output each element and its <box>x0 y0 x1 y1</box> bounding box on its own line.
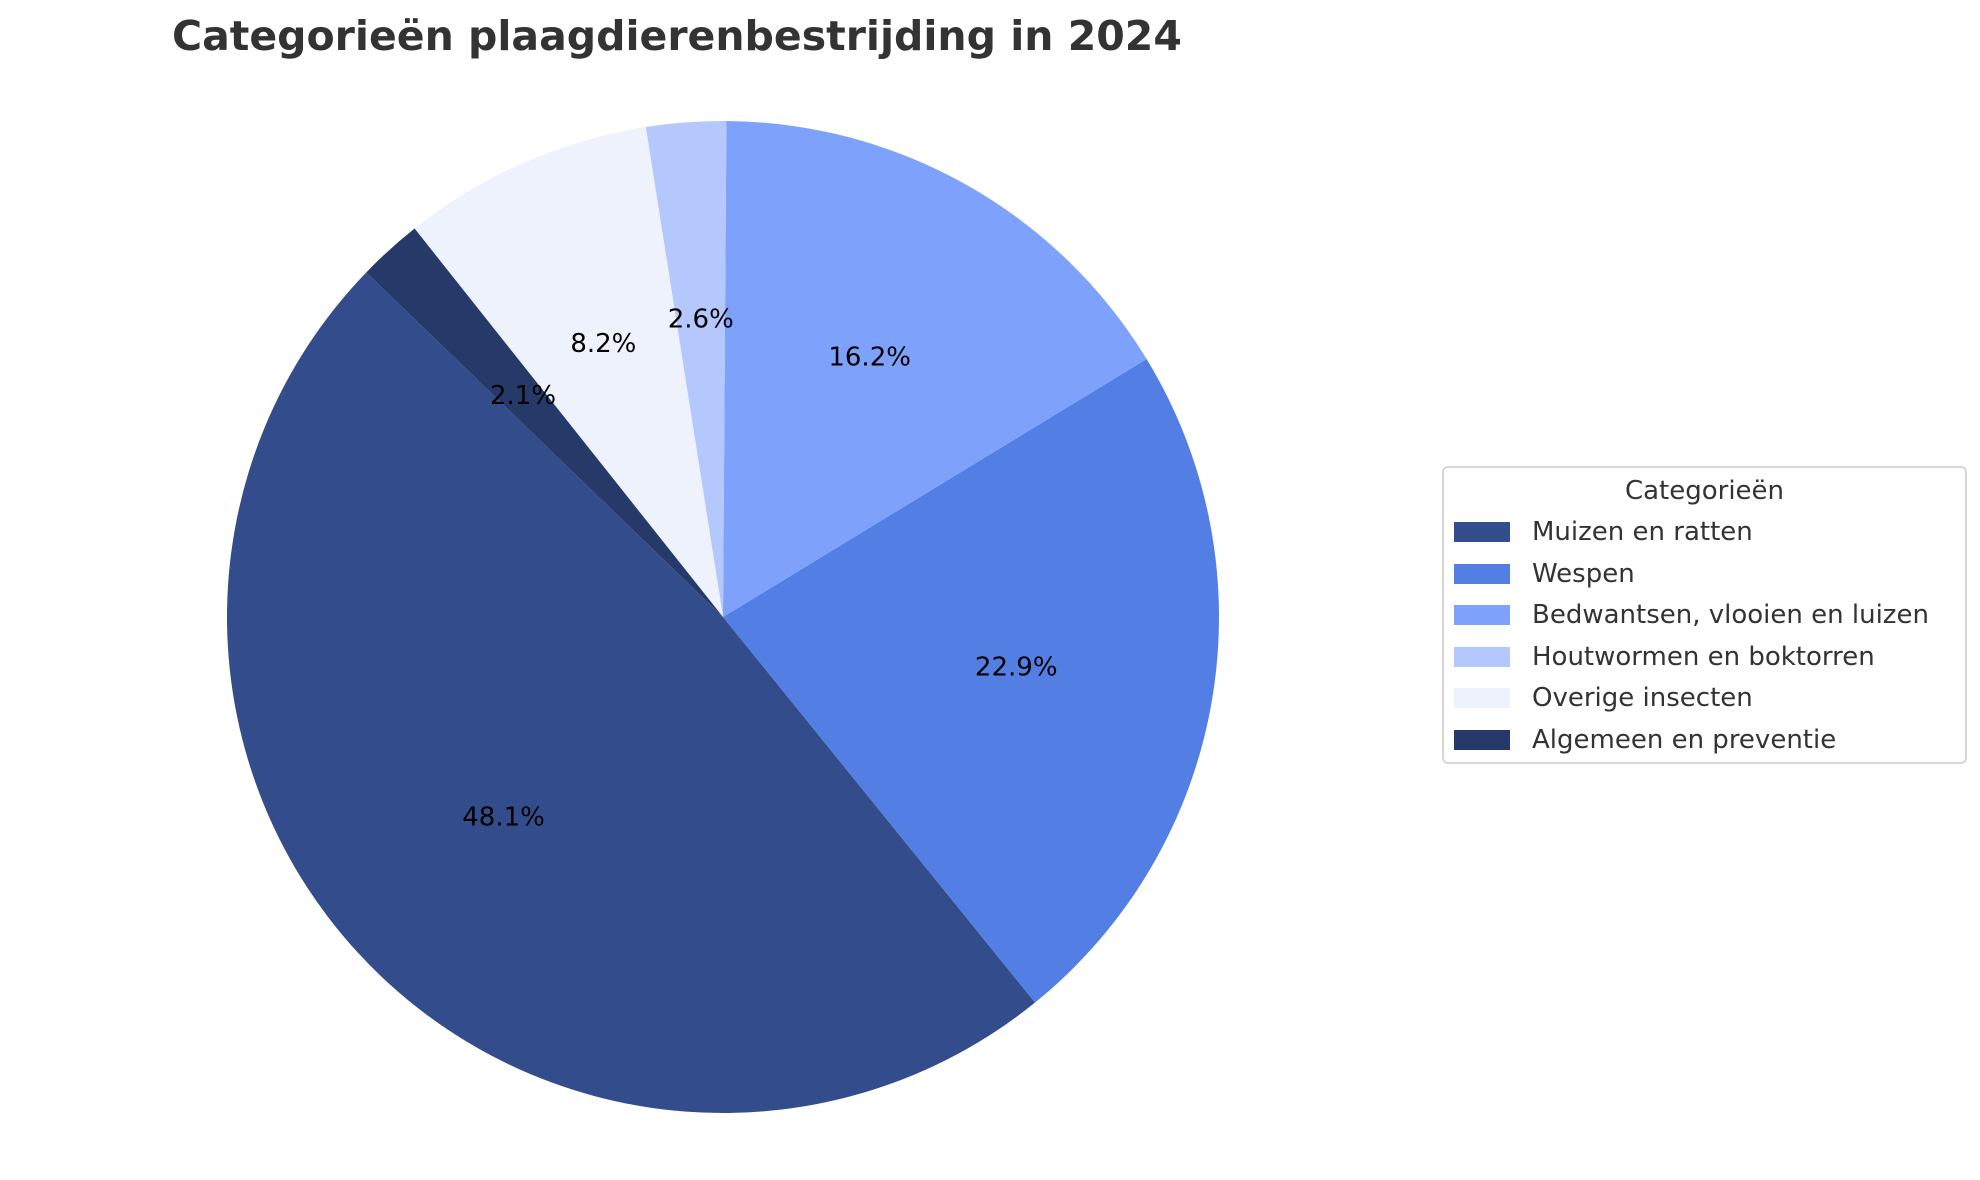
legend-swatch <box>1454 729 1510 750</box>
legend-swatch <box>1454 688 1510 708</box>
slice-label-algemeen-en-preventie: 2.1% <box>490 381 556 411</box>
legend-swatch <box>1454 646 1510 667</box>
legend-label: Houtwormen en boktorren <box>1532 641 1875 672</box>
legend-swatch <box>1454 605 1510 625</box>
legend: Categorieën Muizen en ratten Wespen Bedwan… <box>1442 466 1967 764</box>
legend-label: Muizen en ratten <box>1532 517 1753 547</box>
legend-entry-bedwantsen-vlooien-en-luizen: Bedwantsen, vlooien en luizen <box>1454 595 1929 635</box>
legend-entry-overige-insecten: Overige insecten <box>1454 678 1753 718</box>
legend-swatch <box>1454 522 1510 542</box>
pie-slices <box>226 121 1219 1114</box>
slice-label-houtwormen-en-boktorren: 2.6% <box>668 305 734 335</box>
legend-entry-wespen: Wespen <box>1454 554 1635 594</box>
slice-label-bedwantsen-vlooien-en-luizen: 16.2% <box>828 343 911 373</box>
legend-swatch <box>1454 563 1510 584</box>
chart-title: Categorieën plaagdierenbestrijding in 20… <box>172 12 1182 60</box>
pie-slice-bedwantsen-vlooien-en-luizen <box>723 121 1147 617</box>
legend-entry-muizen-en-ratten: Muizen en ratten <box>1454 512 1753 552</box>
pie-slice-houtwormen-en-boktorren <box>645 121 727 617</box>
slice-label-wespen: 22.9% <box>975 652 1058 682</box>
slice-label-overige-insecten: 8.2% <box>570 329 636 359</box>
legend-entry-algemeen-en-preventie: Algemeen en preventie <box>1454 720 1836 760</box>
pie-slice-wespen <box>723 358 1219 1003</box>
slice-label-muizen-en-ratten: 48.1% <box>462 803 545 833</box>
legend-label: Bedwantsen, vlooien en luizen <box>1532 600 1929 630</box>
pie-slice-overige-insecten <box>414 127 723 617</box>
pie-slice-muizen-en-ratten <box>226 272 1036 1114</box>
legend-label: Algemeen en preventie <box>1532 724 1837 755</box>
pie-labels: 48.1% 22.9% 16.2% 2.6% 8.2% 2.1% <box>462 305 1057 833</box>
legend-entry-houtwormen-en-boktorren: Houtwormen en boktorren <box>1454 637 1875 677</box>
legend-title: Categorieën <box>1624 476 1785 506</box>
legend-label: Wespen <box>1532 558 1635 589</box>
pie-slice-algemeen-en-preventie <box>366 228 723 617</box>
legend-label: Overige insecten <box>1532 683 1753 713</box>
